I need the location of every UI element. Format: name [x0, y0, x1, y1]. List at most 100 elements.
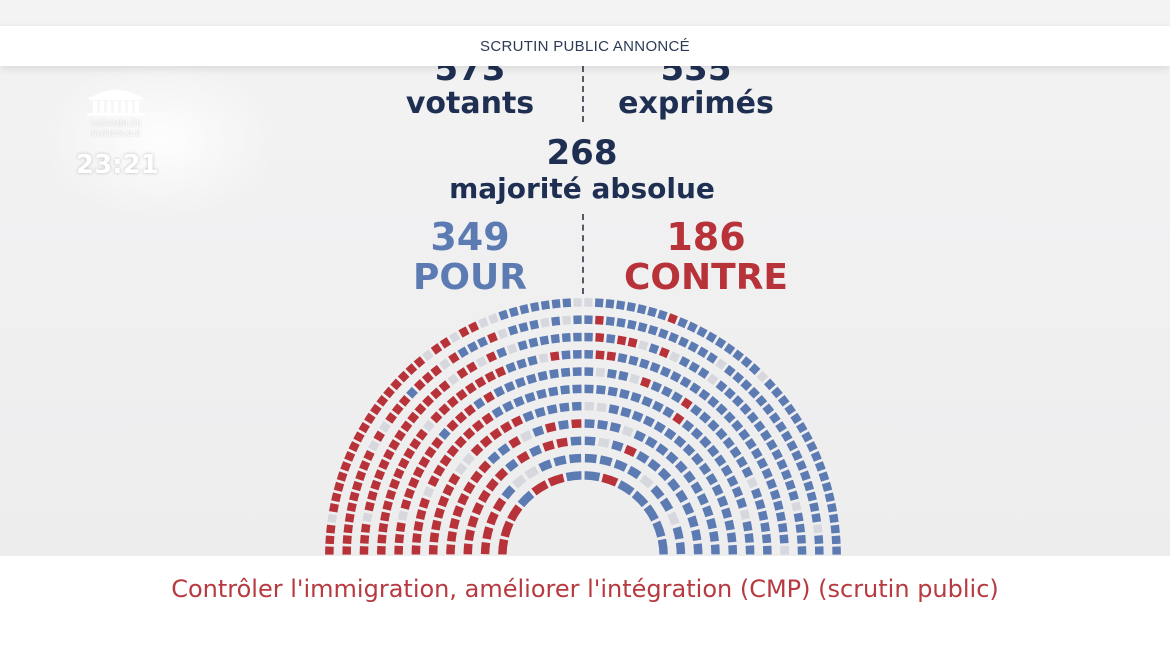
hemicycle-seat: [751, 487, 762, 499]
hemicycle-seat: [342, 535, 352, 544]
hemicycle-seat: [415, 509, 427, 520]
hemicycle-seat: [688, 361, 700, 373]
hemicycle-seat: [677, 336, 689, 348]
hemicycle-seat: [765, 478, 777, 490]
broadcast-clock: 23:21: [76, 150, 159, 180]
hemicycle-seat: [786, 440, 798, 452]
hemicycle-seat: [755, 394, 768, 407]
hemicycle-seat: [561, 350, 571, 360]
hemicycle-seat: [648, 343, 660, 355]
contre-label: CONTRE: [623, 257, 789, 298]
assemblee-building-icon: [87, 90, 145, 116]
hemicycle-seat: [508, 436, 522, 449]
hemicycle-seat: [637, 322, 648, 333]
hemicycle-seat: [799, 470, 811, 481]
hemicycle-seat: [723, 343, 736, 355]
hemicycle-seat: [572, 350, 582, 359]
hemicycle-seat: [340, 461, 352, 472]
hemicycle-seat: [406, 386, 418, 399]
hemicycle-seat: [398, 394, 411, 407]
hemicycle-seat: [437, 495, 450, 508]
hemicycle-seat: [814, 535, 824, 544]
hemicycle-seat: [556, 437, 568, 448]
hemicycle-seat: [431, 519, 442, 531]
hemicycle-seat: [667, 478, 681, 492]
hemicycle-seat: [642, 415, 655, 428]
hemicycle-seat: [735, 456, 748, 468]
hemicycle-seat: [486, 511, 499, 526]
hemicycle-seat: [377, 545, 386, 555]
hemicycle-seat: [572, 384, 582, 394]
background-glow: [40, 60, 280, 220]
hemicycle-seat: [754, 499, 766, 510]
hemicycle-seat: [584, 401, 595, 411]
hemicycle-seat: [721, 507, 732, 519]
hemicycle-seat: [431, 436, 444, 449]
hemicycle-seat: [677, 317, 688, 329]
hemicycle-seat: [773, 500, 784, 511]
hemicycle-seat: [795, 460, 807, 471]
hemicycle-seat: [596, 385, 606, 395]
hemicycle-seat: [565, 471, 582, 482]
hemicycle-seat: [662, 406, 675, 419]
hemicycle-seat: [762, 403, 775, 416]
hemicycle-seat: [455, 388, 468, 401]
hemicycle-seat: [422, 419, 435, 432]
org-name-line2: NATIONALE: [91, 129, 141, 138]
hemicycle-seat: [507, 324, 519, 336]
hemicycle-seat: [738, 428, 751, 441]
hemicycle-seat: [760, 522, 771, 533]
hemicycle-seat: [760, 429, 772, 442]
hemicycle-seat: [746, 411, 759, 424]
hemicycle-seat: [723, 411, 736, 424]
hemicycle-seat: [832, 546, 841, 555]
hemicycle-seat: [484, 371, 497, 383]
hemicycle-seat: [693, 543, 703, 555]
hemicycle-seat: [454, 462, 468, 476]
hemicycle-seat: [795, 523, 806, 533]
hemicycle-seat: [489, 427, 503, 441]
hemicycle-seat: [689, 382, 702, 395]
hemicycle-seat: [777, 522, 788, 533]
hemicycle-seat: [748, 386, 760, 399]
hemicycle-seat: [506, 343, 518, 355]
hemicycle-seat: [548, 386, 559, 397]
hemicycle-seat: [439, 454, 452, 467]
hemicycle-seat: [382, 500, 393, 511]
hemicycle-seat: [739, 403, 752, 416]
hemicycle-seat: [529, 444, 543, 457]
hemicycle-seat: [732, 371, 745, 384]
hemicycle-seat: [791, 450, 803, 462]
hemicycle-seat: [331, 492, 342, 503]
hemicycle-seat: [522, 410, 535, 423]
hemicycle-seat: [757, 510, 769, 521]
hemicycle-seat: [527, 355, 538, 366]
hemicycle-seat: [342, 546, 352, 555]
hemicycle-seat: [491, 406, 504, 419]
hemicycle-seat: [636, 451, 650, 464]
hemicycle-seat: [395, 522, 406, 533]
hemicycle-seat: [818, 471, 830, 482]
hemicycle-seat: [653, 421, 666, 434]
hemicycle-seat: [740, 356, 753, 368]
hemicycle-seat: [777, 395, 790, 407]
hemicycle-seat: [463, 404, 476, 417]
hemicycle-seat: [665, 451, 679, 465]
hemicycle-seat: [784, 479, 796, 491]
hemicycle-seat: [679, 376, 692, 389]
hemicycle-seat: [601, 473, 619, 487]
hemicycle-seat: [390, 378, 403, 391]
hemicycle-seat: [824, 492, 835, 503]
hemicycle-seat: [595, 315, 604, 325]
hemicycle-seat: [686, 321, 698, 333]
hemicycle-seat: [775, 421, 787, 433]
hemicycle-seat: [383, 386, 395, 399]
hemicycle-seat: [333, 481, 345, 492]
hemicycle-seat: [493, 385, 505, 398]
hemicycle-seat: [702, 505, 714, 518]
hemicycle-seat: [428, 544, 438, 555]
hemicycle-seat: [584, 453, 598, 464]
hemicycle-seat: [464, 382, 477, 395]
